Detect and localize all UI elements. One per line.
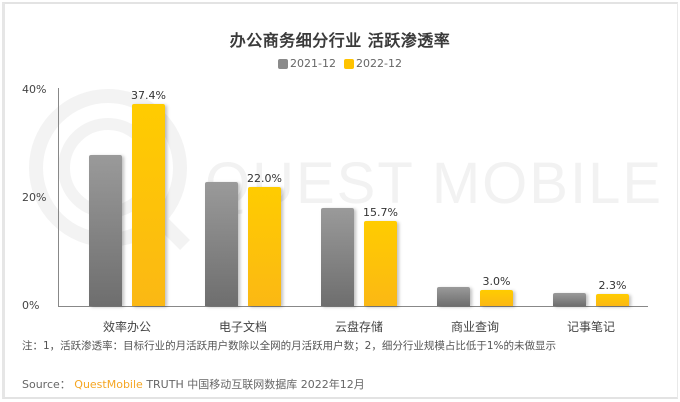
data-label: 2.3% [598, 278, 627, 292]
legend-swatch-gray-icon [278, 58, 289, 69]
bar-2022-12-电子文档[interactable] [248, 187, 281, 306]
category-label: 电子文档 [218, 320, 267, 334]
data-label: 3.0% [482, 274, 511, 288]
bar-2021-12-效率办公[interactable] [89, 154, 122, 306]
category-label: 云盘存储 [334, 320, 383, 334]
bar-2022-12-记事笔记[interactable] [596, 293, 629, 306]
y-axis [58, 88, 59, 306]
category-label: 效率办公 [102, 320, 151, 334]
data-label: 37.4% [131, 89, 166, 103]
y-tick-20: 20% [22, 191, 47, 204]
bar-2022-12-效率办公[interactable] [132, 104, 165, 306]
legend-label: 2021-12 [290, 57, 336, 70]
bar-2022-12-云盘存储[interactable] [364, 221, 397, 306]
x-axis [58, 306, 648, 307]
bar-2021-12-云盘存储[interactable] [321, 207, 354, 306]
category-label: 记事笔记 [566, 320, 615, 334]
chart-title: 办公商务细分行业 活跃渗透率 [229, 31, 451, 50]
legend-label: 2022-12 [356, 57, 402, 70]
bar-2021-12-电子文档[interactable] [205, 181, 238, 306]
footnote: 注：1，活跃渗透率：目标行业的月活跃用户数除以全网的月活跃用户数；2，细分行业规… [22, 340, 557, 352]
source-prefix: Source： [22, 378, 71, 391]
legend: 2021-12 2022-12 [0, 57, 680, 70]
legend-item-2022[interactable]: 2022-12 [344, 57, 402, 70]
source-line: Source： QuestMobile TRUTH 中国移动互联网数据库 202… [22, 376, 365, 392]
category-label: 商业查询 [450, 320, 499, 334]
y-tick-40: 40% [22, 83, 47, 96]
y-tick-0: 0% [22, 299, 40, 312]
bar-2021-12-商业查询[interactable] [437, 286, 470, 306]
data-label: 15.7% [363, 206, 398, 220]
legend-swatch-gold-icon [344, 58, 354, 69]
data-label: 22.0% [247, 172, 282, 186]
bar-2021-12-记事笔记[interactable] [553, 293, 586, 306]
legend-item-2021[interactable]: 2021-12 [278, 57, 336, 70]
source-text: TRUTH 中国移动互联网数据库 2022年12月 [146, 378, 365, 391]
bar-2022-12-商业查询[interactable] [480, 289, 513, 306]
source-brand[interactable]: QuestMobile [74, 378, 143, 391]
